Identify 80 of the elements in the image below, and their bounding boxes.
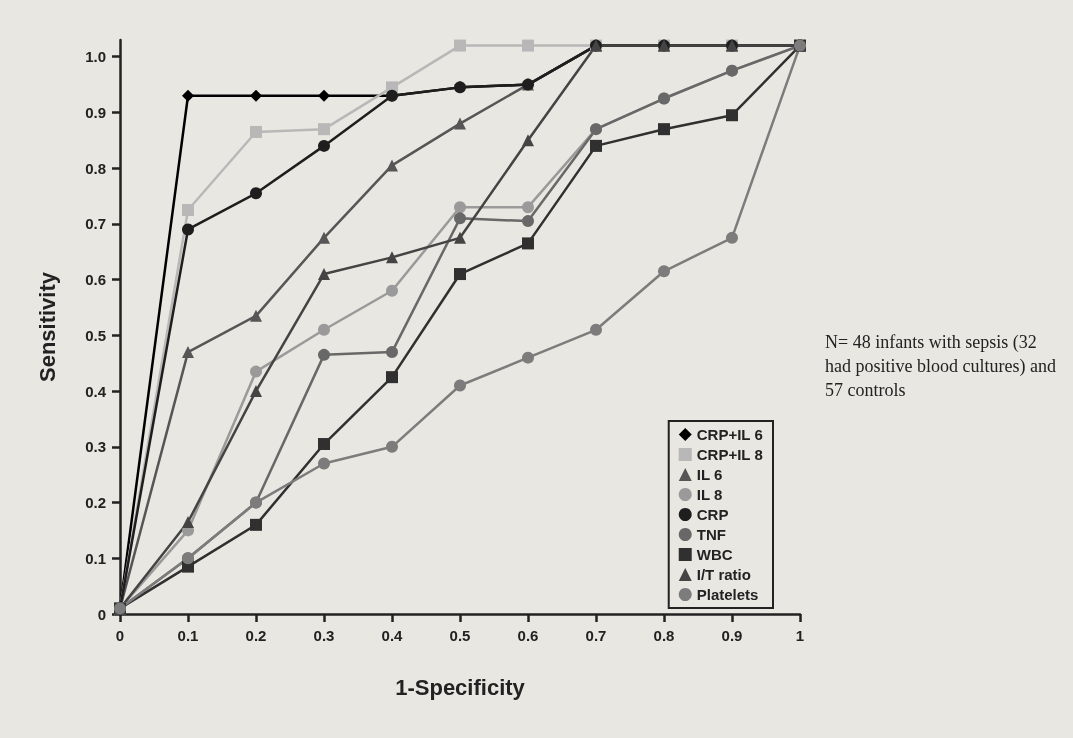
- legend-label: CRP+IL 6: [696, 426, 763, 443]
- x-tick-label: 0.7: [585, 627, 607, 644]
- x-tick-label: 0.5: [449, 627, 471, 644]
- x-tick-label: 0: [115, 627, 125, 644]
- point: [318, 89, 330, 102]
- point: [726, 109, 738, 122]
- point: [386, 371, 398, 384]
- point: [318, 123, 330, 136]
- point: [182, 223, 194, 236]
- legend-label: WBC: [696, 546, 733, 563]
- y-tick-label: 0: [97, 605, 106, 623]
- point: [386, 284, 398, 297]
- point: [590, 139, 602, 152]
- x-axis-title: 1-Specificity: [395, 674, 526, 700]
- y-tick-label: 0.6: [85, 271, 106, 289]
- point: [182, 89, 194, 102]
- y-tick-label: 0.5: [85, 326, 106, 344]
- legend-label: I/T ratio: [696, 566, 751, 583]
- point: [454, 379, 466, 392]
- legend-label: CRP+IL 8: [696, 446, 763, 463]
- y-tick-label: 0.7: [85, 215, 106, 233]
- x-tick-label: 0.9: [721, 627, 743, 644]
- point: [522, 351, 534, 364]
- point: [590, 323, 602, 336]
- point: [318, 268, 330, 281]
- y-axis-title: Sensitivity: [34, 271, 60, 383]
- point: [386, 346, 398, 359]
- y-tick-label: 0.1: [85, 549, 106, 567]
- point: [318, 438, 330, 451]
- y-tick-label: 1.0: [85, 48, 106, 66]
- y-tick-label: 0.3: [85, 438, 106, 456]
- point: [658, 265, 670, 278]
- x-tick-label: 0.4: [381, 627, 404, 644]
- point: [318, 231, 330, 244]
- point: [726, 231, 738, 244]
- x-tick-label: 0.2: [245, 627, 267, 644]
- point: [250, 518, 262, 531]
- point: [182, 516, 194, 529]
- x-tick-label: 0.3: [313, 627, 335, 644]
- point: [658, 123, 670, 136]
- y-tick-label: 0.9: [85, 103, 106, 121]
- legend-label: IL 8: [696, 486, 723, 503]
- point: [454, 201, 466, 214]
- legend-label: Platelets: [696, 586, 759, 603]
- y-tick-label: 0.2: [85, 494, 106, 512]
- x-tick-label: 0.6: [517, 627, 539, 644]
- point: [522, 237, 534, 250]
- point: [386, 251, 398, 264]
- y-tick-label: 0.8: [85, 159, 106, 177]
- point: [454, 212, 466, 225]
- point: [454, 39, 466, 52]
- point: [522, 215, 534, 228]
- x-tick-label: 0.8: [653, 627, 675, 644]
- point: [250, 365, 262, 378]
- text: N= 48 infants with sepsis (32 had positive blood cultures) and 57 controls: [825, 332, 1061, 400]
- point: [318, 457, 330, 470]
- legend-label: CRP: [696, 506, 729, 523]
- point: [454, 117, 466, 130]
- point: [318, 348, 330, 361]
- legend-label: TNF: [696, 526, 726, 543]
- point: [454, 231, 466, 244]
- point: [386, 440, 398, 453]
- point: [454, 268, 466, 281]
- legend-label: IL 6: [696, 466, 723, 483]
- point: [386, 159, 398, 172]
- point: [250, 309, 262, 322]
- y-tick-label: 0.4: [85, 382, 107, 400]
- point: [522, 201, 534, 214]
- point: [182, 203, 194, 216]
- point: [318, 139, 330, 152]
- point: [522, 134, 534, 147]
- x-tick-label: 0.1: [177, 627, 199, 644]
- point: [250, 385, 262, 398]
- point: [522, 39, 534, 52]
- point: [182, 346, 194, 359]
- point: [250, 125, 262, 138]
- point: [318, 323, 330, 336]
- point: [250, 89, 262, 102]
- point: [250, 187, 262, 200]
- x-tick-label: 1: [795, 627, 805, 644]
